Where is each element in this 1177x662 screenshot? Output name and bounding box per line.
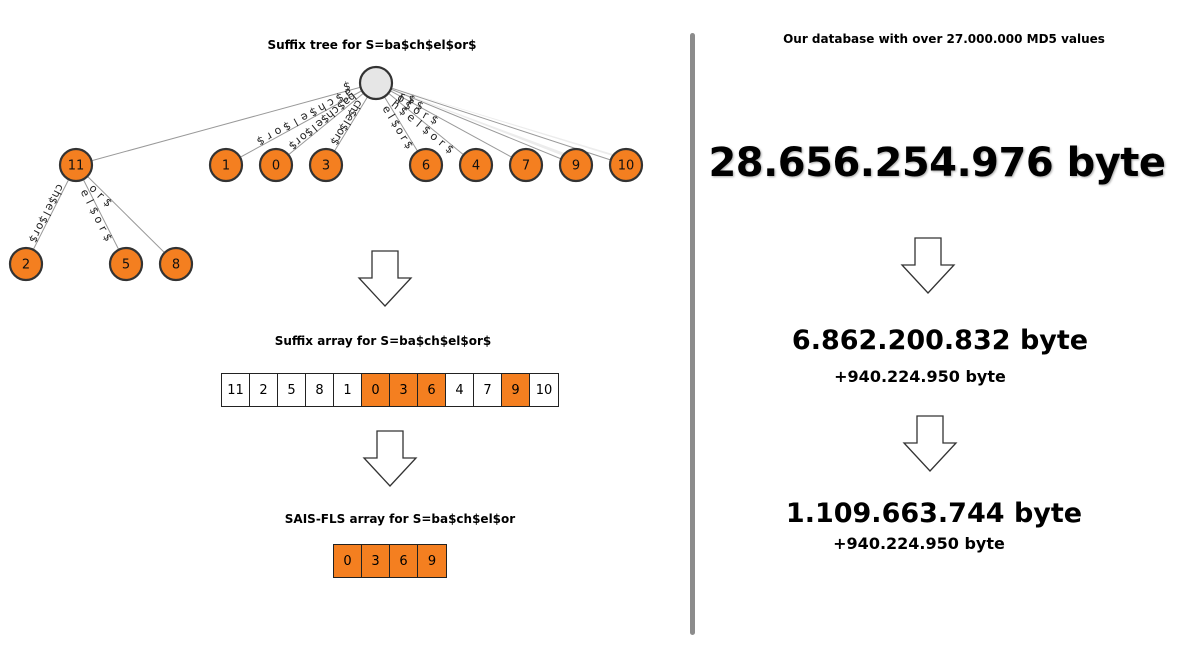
tree-node-label: 8 [172, 258, 180, 273]
suffix-tree-title: Suffix tree for S=ba$ch$el$or$ [267, 38, 477, 52]
edge-label-char: r [397, 133, 411, 144]
size-sais: 1.109.663.744 byte [785, 498, 1083, 529]
tree-node-label: 0 [272, 159, 280, 174]
edge-label-char: o [272, 124, 284, 139]
tree-node [58, 147, 94, 183]
down-arrow-4 [902, 415, 958, 472]
array-cell: 2 [250, 374, 278, 406]
tree-node-label: 4 [472, 159, 480, 174]
tree-node-label: 3 [322, 159, 330, 174]
tree-node-label: 2 [22, 258, 30, 273]
tree-node [108, 246, 144, 282]
tree-node-label: 9 [572, 159, 580, 174]
edge-label-char: l [291, 115, 300, 128]
database-title: Our database with over 27.000.000 MD5 va… [783, 32, 1105, 46]
array-cell: 9 [502, 374, 530, 406]
tree-node [308, 147, 344, 183]
suffix-array-title: Suffix array for S=ba$ch$el$or$ [274, 334, 492, 348]
edge-label-char: r [398, 89, 407, 103]
tree-node [408, 147, 444, 183]
array-cell: 0 [362, 374, 390, 406]
tree-node [258, 147, 294, 183]
tree-node [508, 147, 544, 183]
tree-edge [75, 82, 377, 166]
tree-node [208, 147, 244, 183]
tree-node [458, 147, 494, 183]
edge-label-char: $ [406, 92, 417, 107]
edge-label-char: l [395, 94, 404, 107]
tree-node [158, 246, 194, 282]
edge-label-char: $ [342, 79, 352, 93]
array-cell: 4 [446, 374, 474, 406]
edge-label-char: c [52, 182, 66, 193]
edge-label-char: l [83, 198, 96, 207]
tree-node-label: 5 [122, 258, 130, 273]
sais-array-title: SAIS-FLS array for S=ba$ch$el$or [284, 512, 516, 526]
array-cell: 1 [334, 374, 362, 406]
tree-edge [225, 82, 377, 166]
edge-label-char: r [264, 129, 275, 143]
array-cell: 10 [530, 374, 558, 406]
edge-label-char: r [406, 95, 416, 109]
suffix-array: 11 2 5 8 1 0 3 6 4 7 9 10 [221, 373, 559, 407]
edge-label-char: $ [101, 196, 115, 210]
edge-label-char: $ [100, 231, 115, 243]
size-suffix-array-extra: +940.224.950 byte [834, 367, 1006, 386]
edge-shade [376, 83, 636, 161]
tree-edge [375, 82, 527, 166]
tree-node-label: 1 [222, 159, 230, 174]
tree-node-label: 10 [618, 159, 635, 174]
edge-label-char: l [413, 118, 424, 130]
edge-label-char: l [385, 112, 398, 121]
tree-node-label: 7 [522, 159, 530, 174]
edge-label-char: r [421, 108, 432, 122]
edge-label-char: $ [254, 134, 266, 149]
tree-edge [75, 164, 127, 265]
edge-label-char: o [396, 91, 407, 106]
array-cell: 9 [418, 545, 446, 577]
edge-shade [376, 83, 586, 161]
edge-label-char: l [40, 209, 53, 218]
array-cell: 0 [334, 545, 362, 577]
edge-label-char: c [325, 95, 337, 109]
array-cell: 6 [390, 545, 418, 577]
size-original: 28.656.254.976 byte [708, 140, 1166, 186]
array-cell: 8 [306, 374, 334, 406]
tree-node [558, 147, 594, 183]
edge-label-char: $ [414, 98, 425, 113]
edge-label-char: $ [443, 142, 457, 156]
edge-label-char: r [331, 131, 345, 142]
array-cell: 11 [222, 374, 250, 406]
array-cell: 3 [390, 374, 418, 406]
tree-edge [275, 82, 377, 166]
panel-divider [690, 33, 695, 635]
array-cell: 7 [474, 374, 502, 406]
tree-edge [75, 164, 177, 265]
down-arrow-2 [362, 430, 418, 487]
array-cell: 5 [278, 374, 306, 406]
tree-edge [25, 164, 77, 265]
array-cell: 6 [418, 374, 446, 406]
size-suffix-array: 6.862.200.832 byte [791, 325, 1089, 356]
tree-edge [375, 82, 477, 166]
tree-node [358, 65, 394, 101]
size-sais-extra: +940.224.950 byte [833, 534, 1005, 553]
suffix-tree-diagram: $a$ch$el$or$ba$ch$el$or$ch$el$or$el$or$h… [8, 65, 644, 282]
down-arrow-1 [357, 250, 413, 307]
tree-node [8, 246, 44, 282]
tree-node-label: 11 [68, 159, 85, 174]
edge-label-char: c [351, 98, 365, 110]
edge-label-char: e [298, 110, 310, 125]
edge-label-char: l [340, 118, 353, 127]
edge-label-char: l [309, 122, 320, 134]
array-cell: 3 [362, 545, 390, 577]
tree-node [608, 147, 644, 183]
edge-label-char: o [91, 214, 106, 226]
tree-node-label: 6 [422, 159, 430, 174]
down-arrow-3 [900, 237, 956, 294]
edge-label-char: r [30, 228, 44, 238]
edge-label-char: r [96, 224, 110, 234]
tree-edge [375, 82, 577, 166]
